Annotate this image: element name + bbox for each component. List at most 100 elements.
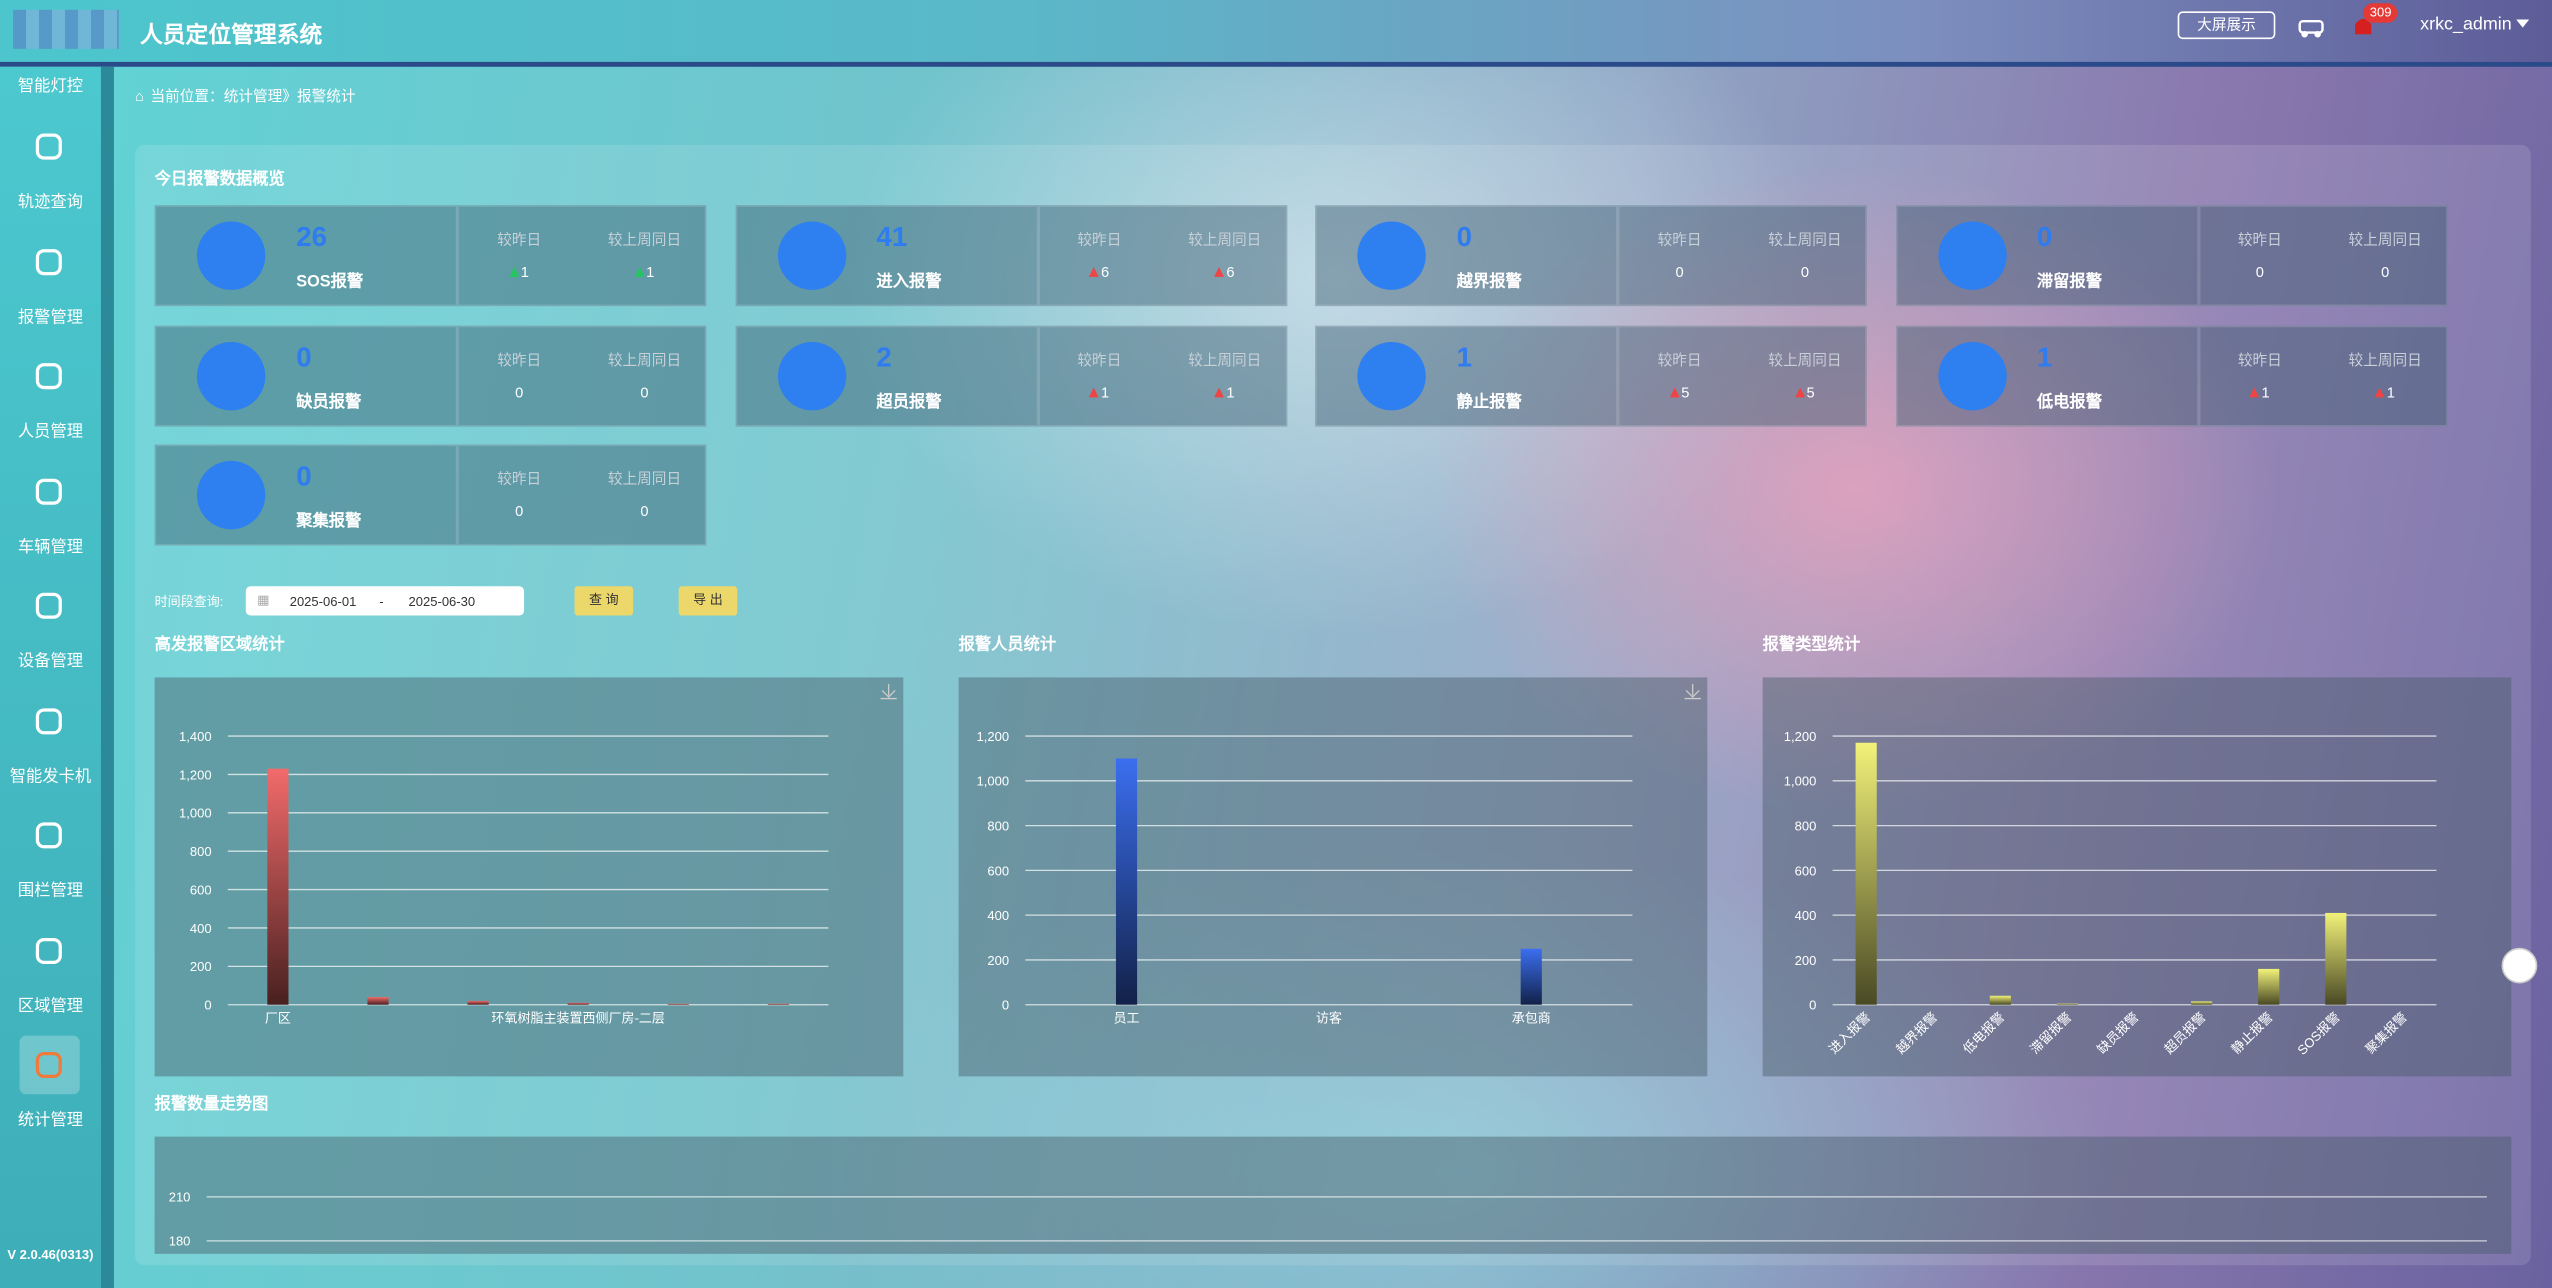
y-tick-label: 1,000 (179, 806, 212, 821)
compare-value: 1 (1051, 383, 1149, 400)
card-summary: 0 越界报警 (1315, 205, 1618, 307)
bar (467, 1000, 489, 1005)
card-compare: 较昨日 1 较上周同日 1 (457, 205, 707, 307)
card-compare: 较昨日 0 较上周同日 0 (1617, 205, 1867, 307)
card-compare: 较昨日 1 较上周同日 1 (2198, 324, 2448, 426)
compare-value: 1 (1176, 383, 1274, 400)
nav-item[interactable]: 报警管理 (17, 308, 84, 327)
compare-number: 0 (2381, 263, 2390, 281)
compare-value: 0 (1631, 264, 1729, 280)
alarm-count: 0 (296, 460, 312, 492)
chart-panel (958, 677, 1708, 1077)
y-tick-label: 600 (987, 863, 1009, 878)
nav-item[interactable]: 轨迹查询 (17, 193, 84, 212)
chart-panel (154, 1136, 2512, 1254)
vehicle-icon[interactable] (2296, 11, 2329, 40)
compare-label: 较上周同日 (1768, 350, 1842, 368)
compare-number: 1 (2386, 383, 2395, 400)
compare-number: 0 (1800, 263, 1810, 281)
bar (1115, 758, 1138, 1005)
alarm-name: 越界报警 (1456, 273, 1522, 292)
compare-value: 1 (2211, 383, 2309, 400)
user-name[interactable]: xrkc_admin (2420, 14, 2512, 35)
card-icon (196, 221, 266, 290)
nav-item[interactable]: 智能灯控 (17, 78, 84, 97)
bar (567, 1002, 589, 1005)
nav-icon (35, 477, 62, 504)
chart-title: 报警数量走势图 (155, 1094, 269, 1113)
overview-title: 今日报警数据概览 (154, 170, 285, 189)
bar (367, 997, 389, 1005)
card-summary: 0 聚集报警 (154, 444, 458, 546)
start-date: 2025-06-01 (289, 594, 357, 610)
y-tick-label: 800 (1795, 818, 1817, 833)
chart-title: 高发报警区域统计 (155, 635, 285, 654)
bar (2258, 968, 2280, 1005)
y-tick-label: 1,000 (977, 774, 1010, 789)
compare-number: 5 (1681, 383, 1690, 400)
assistant-avatar[interactable] (2501, 947, 2538, 984)
compare-number: 0 (515, 383, 524, 400)
compare-label: 较昨日 (1077, 231, 1122, 248)
nav-item[interactable]: 智能发卡机 (9, 767, 92, 786)
nav-item[interactable]: 车辆管理 (17, 538, 84, 557)
export-button[interactable]: 导 出 (678, 586, 738, 616)
compare-label: 较上周同日 (1188, 350, 1262, 368)
y-tick-label: 210 (169, 1190, 191, 1205)
alarm-name: 缺员报警 (296, 393, 362, 412)
header: 人员定位管理系统 大屏展示 309 xrkc_admin (0, 0, 2552, 67)
card-summary: 26 SOS报警 (154, 205, 458, 307)
bell-icon[interactable] (2350, 13, 2376, 39)
notice-badge: 309 (2363, 3, 2398, 23)
query-label: 时间段查询: (154, 594, 224, 610)
alarm-count: 0 (2036, 221, 2053, 253)
card-summary: 1 静止报警 (1315, 324, 1618, 426)
compare-number: 0 (640, 503, 649, 520)
compare-number: 0 (1675, 263, 1684, 281)
system-title: 人员定位管理系统 (139, 21, 323, 48)
card-icon (1357, 221, 1426, 290)
card-icon (1937, 221, 2006, 290)
nav-item[interactable]: 区域管理 (17, 997, 84, 1016)
compare-number: 6 (1226, 263, 1235, 281)
nav-item[interactable]: 统计管理 (17, 1112, 84, 1131)
nav-item[interactable]: 围栏管理 (17, 882, 84, 901)
y-tick-label: 180 (169, 1234, 191, 1249)
nav-item[interactable]: 设备管理 (17, 652, 84, 671)
trend-arrow (1089, 386, 1100, 397)
date-range-input[interactable]: ▦ 2025-06-01 - 2025-06-30 (245, 586, 525, 616)
trend-arrow (1089, 267, 1100, 277)
compare-label: 较昨日 (2237, 231, 2282, 248)
nav-item[interactable]: 人员管理 (17, 423, 84, 442)
card-summary: 0 缺员报警 (154, 324, 458, 426)
compare-value: 1 (2336, 383, 2434, 400)
alarm-name: 静止报警 (1456, 393, 1522, 412)
card-compare: 较昨日 5 较上周同日 5 (1617, 324, 1867, 426)
chart-title: 报警人员统计 (959, 635, 1057, 654)
alarm-name: 低电报警 (2036, 393, 2102, 412)
big-screen-button[interactable]: 大屏展示 (2177, 11, 2276, 40)
card-icon (777, 221, 846, 290)
content-panel (135, 144, 2531, 1266)
nav-icon (35, 592, 62, 619)
card-icon (196, 460, 266, 530)
logo (13, 9, 119, 49)
nav-icon (35, 248, 62, 275)
x-tick-label: 承包商 (1512, 1011, 1551, 1026)
compare-label: 较昨日 (497, 231, 542, 248)
x-tick-label: 员工 (1114, 1011, 1140, 1026)
compare-label: 较昨日 (497, 350, 542, 368)
active-highlight (19, 1035, 80, 1095)
y-tick-label: 1,200 (977, 729, 1010, 744)
compare-value: 0 (596, 383, 694, 399)
search-button[interactable]: 查 询 (574, 586, 634, 616)
x-tick-label: 厂区 (265, 1011, 291, 1026)
compare-value: 0 (2211, 264, 2309, 280)
nav-icon (35, 133, 62, 160)
compare-number: 1 (520, 263, 529, 281)
compare-number: 0 (2255, 263, 2264, 281)
y-tick-label: 0 (204, 998, 211, 1013)
alarm-count: 41 (876, 221, 908, 253)
